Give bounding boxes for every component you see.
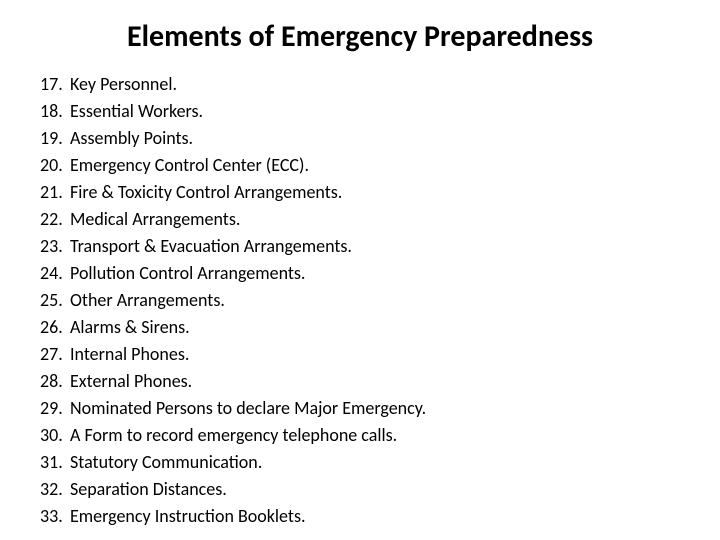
list-item: 22.Medical Arrangements. <box>40 206 680 233</box>
list-item: 26.Alarms & Sirens. <box>40 314 680 341</box>
list-item: 29.Nominated Persons to declare Major Em… <box>40 395 680 422</box>
item-text: Other Arrangements. <box>70 287 680 314</box>
list-item: 31.Statutory Communication. <box>40 449 680 476</box>
list-item: 33.Emergency Instruction Booklets. <box>40 503 680 530</box>
list-item: 27.Internal Phones. <box>40 341 680 368</box>
item-text: Emergency Instruction Booklets. <box>70 503 680 530</box>
item-text: Statutory Communication. <box>70 449 680 476</box>
item-number: 23. <box>40 233 70 260</box>
list-item: 25.Other Arrangements. <box>40 287 680 314</box>
list-item: 24.Pollution Control Arrangements. <box>40 260 680 287</box>
elements-list: 17.Key Personnel.18.Essential Workers.19… <box>40 71 680 530</box>
list-item: 21.Fire & Toxicity Control Arrangements. <box>40 179 680 206</box>
item-number: 24. <box>40 260 70 287</box>
item-number: 21. <box>40 179 70 206</box>
item-text: Separation Distances. <box>70 476 680 503</box>
item-text: Medical Arrangements. <box>70 206 680 233</box>
item-text: Essential Workers. <box>70 98 680 125</box>
item-text: Alarms & Sirens. <box>70 314 680 341</box>
item-text: Assembly Points. <box>70 125 680 152</box>
item-number: 22. <box>40 206 70 233</box>
item-number: 27. <box>40 341 70 368</box>
item-text: Transport & Evacuation Arrangements. <box>70 233 680 260</box>
item-text: Internal Phones. <box>70 341 680 368</box>
item-text: Emergency Control Center (ECC). <box>70 152 680 179</box>
list-item: 32.Separation Distances. <box>40 476 680 503</box>
item-text: Fire & Toxicity Control Arrangements. <box>70 179 680 206</box>
item-text: Key Personnel. <box>70 71 680 98</box>
item-number: 18. <box>40 98 70 125</box>
item-number: 29. <box>40 395 70 422</box>
list-item: 18.Essential Workers. <box>40 98 680 125</box>
page-title: Elements of Emergency Preparedness <box>70 18 650 55</box>
item-number: 20. <box>40 152 70 179</box>
list-item: 17.Key Personnel. <box>40 71 680 98</box>
item-text: External Phones. <box>70 368 680 395</box>
item-number: 19. <box>40 125 70 152</box>
list-item: 28.External Phones. <box>40 368 680 395</box>
item-number: 31. <box>40 449 70 476</box>
item-number: 17. <box>40 71 70 98</box>
item-text: Nominated Persons to declare Major Emerg… <box>70 395 680 422</box>
list-item: 23.Transport & Evacuation Arrangements. <box>40 233 680 260</box>
item-text: Pollution Control Arrangements. <box>70 260 680 287</box>
list-item: 19.Assembly Points. <box>40 125 680 152</box>
item-number: 33. <box>40 503 70 530</box>
item-number: 32. <box>40 476 70 503</box>
item-number: 28. <box>40 368 70 395</box>
list-item: 20.Emergency Control Center (ECC). <box>40 152 680 179</box>
item-number: 26. <box>40 314 70 341</box>
item-number: 30. <box>40 422 70 449</box>
list-item: 30.A Form to record emergency telephone … <box>40 422 680 449</box>
item-number: 25. <box>40 287 70 314</box>
item-text: A Form to record emergency telephone cal… <box>70 422 680 449</box>
